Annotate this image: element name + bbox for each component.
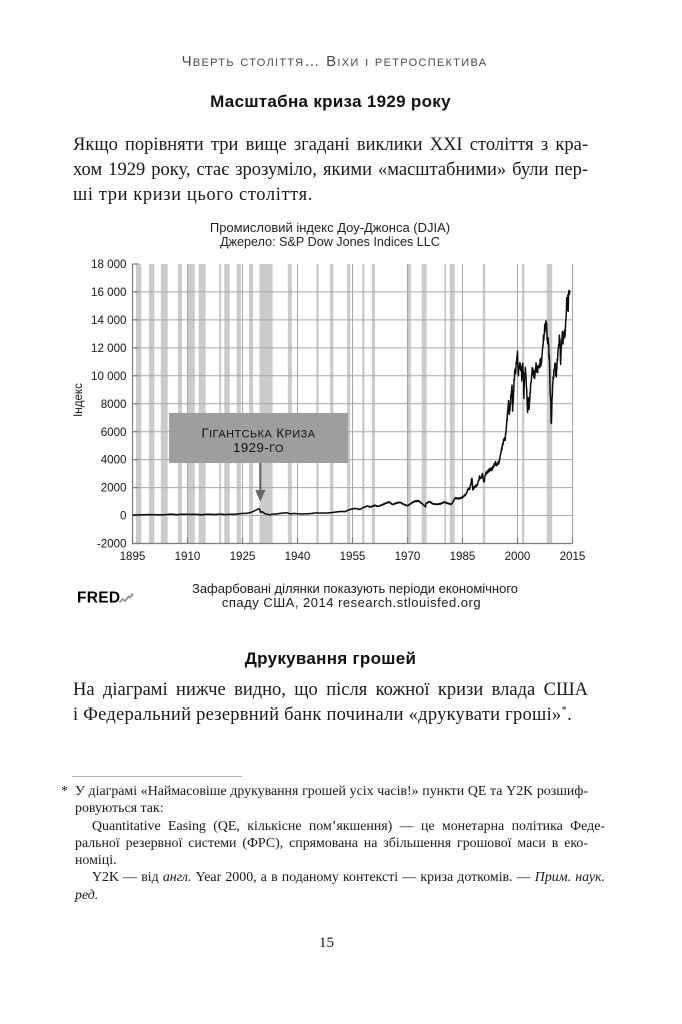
svg-text:16 000: 16 000 (91, 286, 126, 299)
svg-text:Індекс: Індекс (72, 383, 85, 417)
svg-text:1955: 1955 (340, 550, 366, 563)
svg-text:1970: 1970 (395, 550, 421, 563)
svg-text:2000: 2000 (505, 550, 531, 563)
svg-text:1929-ГО: 1929-ГО (233, 440, 284, 455)
svg-text:18 000: 18 000 (91, 258, 126, 271)
svg-text:1985: 1985 (450, 550, 476, 563)
svg-text:6000: 6000 (101, 426, 127, 439)
svg-text:4000: 4000 (101, 454, 127, 467)
svg-text:10 000: 10 000 (91, 370, 126, 383)
svg-text:12 000: 12 000 (91, 342, 126, 355)
svg-text:-2000: -2000 (97, 538, 127, 551)
svg-text:1940: 1940 (285, 550, 311, 563)
svg-text:ГІГАНТСЬКА КРИЗА: ГІГАНТСЬКА КРИЗА (201, 426, 315, 441)
svg-text:1925: 1925 (230, 550, 256, 563)
svg-text:FRED: FRED (77, 590, 120, 607)
svg-text:1910: 1910 (175, 550, 201, 563)
svg-text:14 000: 14 000 (91, 314, 126, 327)
svg-text:2015: 2015 (560, 550, 586, 563)
svg-text:1895: 1895 (120, 550, 146, 563)
svg-text:8000: 8000 (101, 398, 127, 411)
svg-text:2000: 2000 (101, 482, 127, 495)
svg-text:0: 0 (120, 510, 126, 523)
